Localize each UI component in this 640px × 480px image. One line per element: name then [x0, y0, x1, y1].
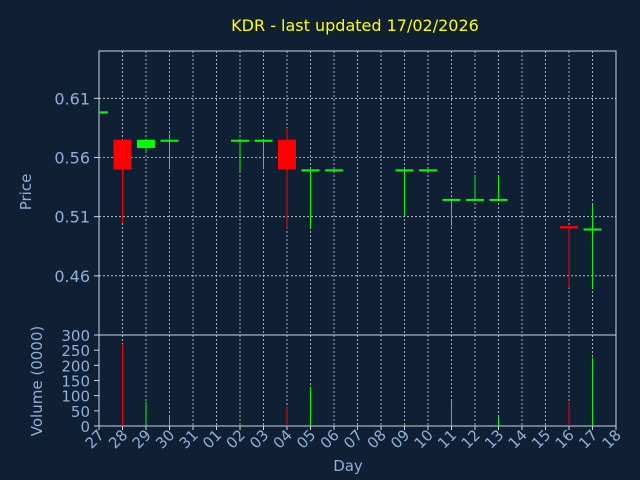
volume-tick-label: 250: [61, 342, 90, 360]
candle-body: [137, 139, 155, 149]
x-tick-label: 29: [129, 426, 155, 452]
candle-body: [395, 169, 414, 172]
x-tick-label: 11: [434, 426, 460, 452]
candlestick-series: [99, 111, 602, 289]
volume-tick-label: 300: [61, 327, 90, 345]
candle-body: [99, 111, 108, 114]
candle-body: [466, 198, 484, 201]
candle-body: [278, 139, 296, 170]
x-tick-label: 16: [552, 426, 578, 452]
volume-series: [122, 344, 593, 426]
candle-body: [231, 139, 249, 142]
volume-axis-label: Volume (0000): [28, 326, 46, 436]
x-tick-label: 31: [176, 426, 202, 452]
candle-body: [325, 169, 343, 172]
volume-tick-label: 200: [61, 357, 90, 375]
x-tick-label: 08: [364, 426, 390, 452]
x-tick-label: 02: [223, 426, 249, 452]
candle-body: [442, 198, 461, 201]
x-tick-label: 03: [246, 426, 272, 452]
volume-tick-label: 150: [61, 373, 90, 391]
candle-body: [489, 198, 508, 201]
candle-body: [113, 139, 132, 170]
candle-body: [301, 169, 320, 172]
chart-title: KDR - last updated 17/02/2026: [231, 16, 479, 35]
candle-body: [160, 139, 179, 142]
x-tick-label: 28: [105, 426, 131, 452]
candle-body: [560, 226, 578, 229]
price-axis-label: Price: [17, 174, 35, 211]
x-tick-label: 10: [411, 426, 437, 452]
x-tick-label: 05: [293, 426, 319, 452]
x-tick-label: 17: [575, 426, 601, 452]
x-tick-label: 07: [340, 426, 366, 452]
x-tick-label: 06: [317, 426, 343, 452]
price-tick-label: 0.61: [54, 89, 90, 108]
x-tick-label: 18: [599, 426, 625, 452]
x-tick-label: 09: [387, 426, 413, 452]
x-axis-label: Day: [333, 457, 363, 475]
price-tick-label: 0.46: [54, 267, 90, 286]
volume-tick-label: 50: [71, 403, 90, 421]
price-tick-label: 0.56: [54, 149, 90, 168]
x-tick-label: 15: [528, 426, 554, 452]
candle-body: [254, 139, 273, 142]
x-tick-label: 30: [152, 426, 178, 452]
x-tick-label: 04: [270, 426, 296, 452]
candle-body: [583, 228, 602, 231]
x-tick-label: 14: [505, 426, 531, 452]
volume-tick-label: 0: [80, 418, 90, 436]
x-tick-label: 12: [458, 426, 484, 452]
x-tick-label: 01: [199, 426, 225, 452]
candle-body: [419, 169, 437, 172]
x-tick-label: 13: [481, 426, 507, 452]
price-tick-label: 0.51: [54, 208, 90, 227]
grid-lines: [99, 51, 616, 426]
volume-tick-label: 100: [61, 388, 90, 406]
x-tick-labels: 2728293031010203040506070809101112131415…: [82, 426, 625, 452]
